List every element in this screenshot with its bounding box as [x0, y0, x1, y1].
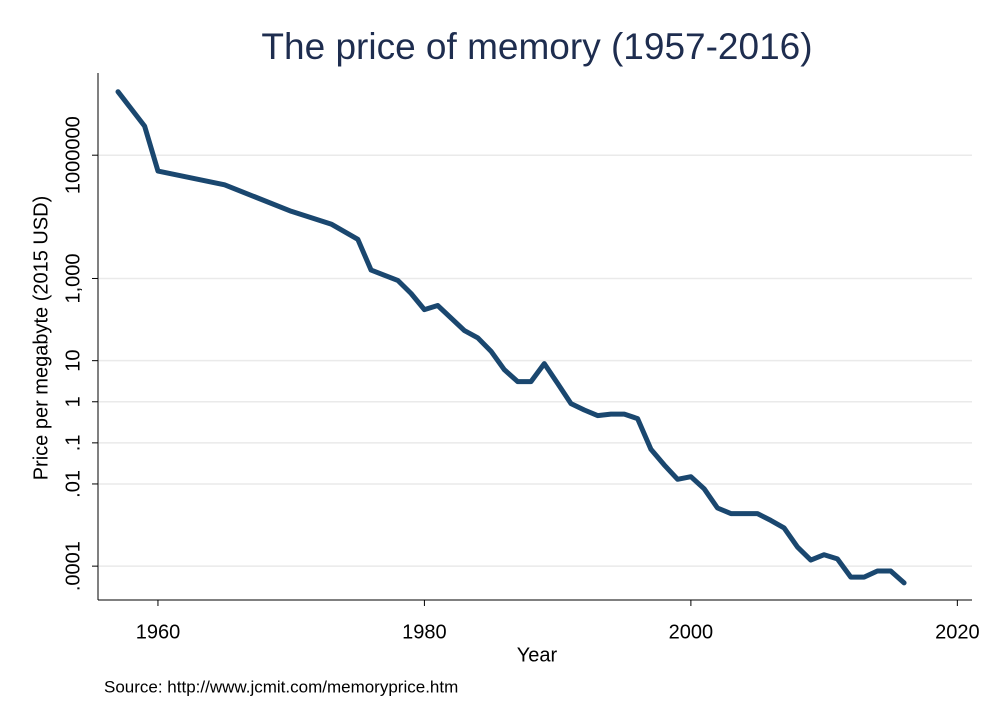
y-tick-label: 1 [62, 396, 84, 407]
y-tick-label: .01 [62, 470, 84, 498]
x-axis-label: Year [517, 644, 558, 666]
x-tick-label: 2020 [935, 621, 980, 643]
source-note: Source: http://www.jcmit.com/memoryprice… [104, 677, 458, 696]
y-tick-label: .1 [62, 435, 84, 452]
price-line [115, 89, 907, 586]
y-tick-label: .0001 [62, 541, 84, 591]
y-tick-label: 1,000 [62, 253, 84, 303]
x-tick-label: 2000 [669, 621, 714, 643]
x-tick-label: 1960 [136, 621, 181, 643]
y-tick-label: 10 [62, 350, 84, 372]
y-tick-label: 1000000 [62, 116, 84, 194]
chart-title: The price of memory (1957-2016) [261, 26, 812, 67]
x-tick-label: 1980 [402, 621, 447, 643]
y-axis-label: Price per megabyte (2015 USD) [30, 196, 52, 481]
